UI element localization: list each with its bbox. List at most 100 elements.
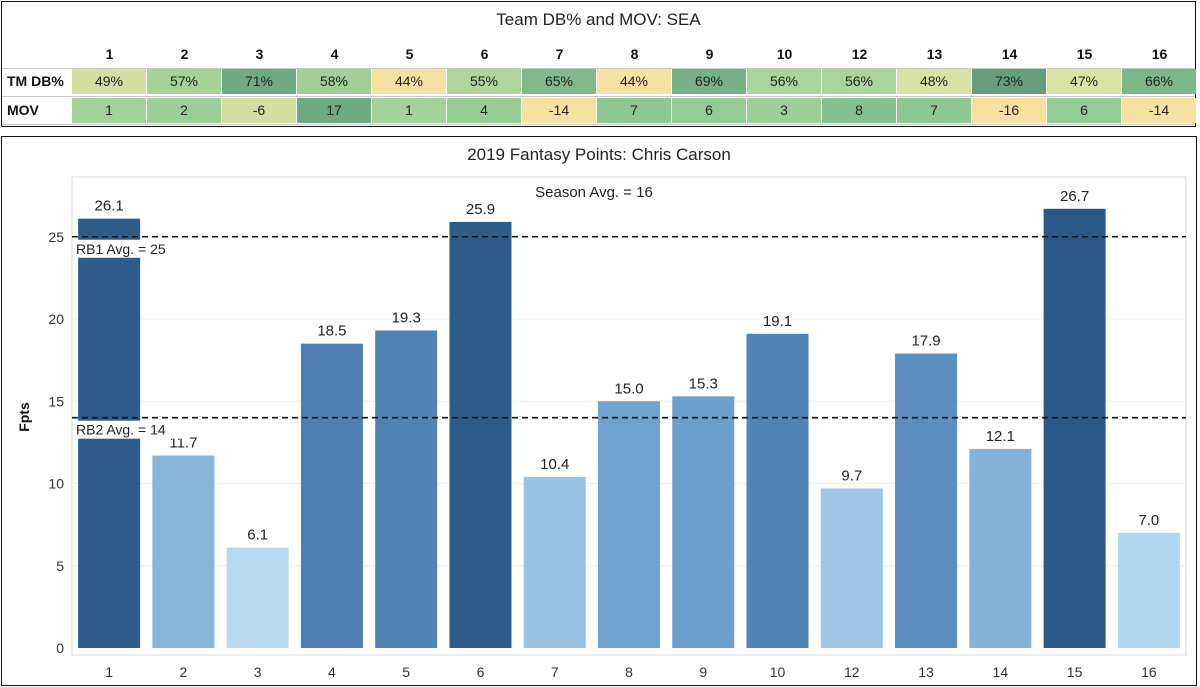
table-cell: 7 [897,98,972,123]
chart-title: 2019 Fantasy Points: Chris Carson [467,145,731,164]
x-tick-label: 8 [625,664,633,680]
bar-value-label: 17.9 [911,333,940,350]
y-tick-label: 0 [56,640,64,656]
bar [1043,208,1106,648]
table-cell: 1 [72,98,147,123]
bar [820,488,883,648]
bar-value-label: 15.3 [689,375,718,392]
bar-value-label: 9.7 [841,467,862,484]
table-cell: 6 [1047,98,1122,123]
week-header: 1 [105,46,114,62]
row-divider [2,124,1195,125]
table-cell: 3 [747,98,822,123]
week-header: 13 [926,46,943,62]
bar [672,396,735,648]
x-tick-label: 6 [477,664,485,680]
table-cell: 65% [522,69,597,94]
table-cell: 66% [1122,69,1197,94]
week-header: 6 [480,46,489,62]
reference-label-bg [74,239,184,258]
table-cell: 57% [147,69,222,94]
x-tick-label: 14 [993,664,1009,680]
x-tick-label: 9 [699,664,707,680]
week-header: 8 [630,46,639,62]
table-cell: 6 [672,98,747,123]
y-tick-label: 25 [48,229,64,245]
week-header: 15 [1076,46,1093,62]
row-divider [2,96,1195,97]
table-cell: 56% [822,69,897,94]
week-header: 4 [330,46,339,62]
team-stats-panel: Team DB% and MOV: SEA 1 2 3 4 5 6 7 8 9 10 12 13 14 1… [1,1,1197,127]
y-tick-label: 5 [56,558,64,574]
table-cell: 56% [747,69,822,94]
x-tick-label: 13 [918,664,934,680]
bar [523,476,586,648]
bar [895,353,958,648]
table-cell: 58% [297,69,372,94]
x-tick-label: 4 [328,664,336,680]
x-tick-label: 15 [1067,664,1083,680]
week-header: 14 [1001,46,1018,62]
x-tick-label: 5 [402,664,410,680]
table-cell: -6 [222,98,297,123]
bar-value-label: 15.0 [614,380,643,397]
table-cell: 1 [372,98,447,123]
bar-value-label: 11.7 [169,435,197,452]
table-cell: 4 [447,98,522,123]
table-cell: -14 [522,98,597,123]
x-tick-label: 2 [180,664,188,680]
table-cell: 17 [297,98,372,123]
week-header: 5 [405,46,414,62]
bar [152,455,215,648]
bar [1117,532,1180,648]
table-cell: 7 [597,98,672,123]
y-tick-label: 20 [48,311,64,327]
table-cell: 44% [372,69,447,94]
reference-label-bg [74,420,184,439]
bar [746,333,809,648]
table-cell: 73% [972,69,1047,94]
table-cell: -14 [1122,98,1197,123]
x-tick-label: 3 [254,664,262,680]
season-average-label: Season Avg. = 16 [535,184,653,201]
fantasy-chart-panel: 2019 Fantasy Points: Chris Carson 0 5 10 15… [1,136,1197,686]
table-cell: 69% [672,69,747,94]
bar-value-label: 26.7 [1060,188,1089,205]
table-cell: 44% [597,69,672,94]
week-header: 16 [1151,46,1168,62]
x-tick-label: 7 [551,664,559,680]
x-tick-label: 16 [1141,664,1157,680]
bar [226,547,289,648]
table-cell: 49% [72,69,147,94]
table-cell: 8 [822,98,897,123]
bar [300,343,363,648]
bar [598,401,660,648]
bar-value-label: 18.5 [317,323,346,340]
week-header: 9 [705,46,714,62]
y-tick-label: 15 [48,393,64,409]
bar-value-label: 12.1 [986,428,1015,445]
x-tick-label: 10 [770,664,786,680]
table-cell: 71% [222,69,297,94]
table-cell: -16 [972,98,1047,123]
bar-value-label: 10.4 [540,456,569,473]
row-label: MOV [7,102,39,118]
bar [449,221,512,648]
bar-value-label: 19.3 [392,310,421,327]
table-cell: 2 [147,98,222,123]
bar-value-label: 25.9 [466,201,495,218]
bar-value-label: 26.1 [95,198,124,215]
table-cell: 55% [447,69,522,94]
y-axis-label: Fpts [16,402,32,432]
week-header: 12 [851,46,868,62]
bar [969,448,1032,648]
week-header: 2 [180,46,189,62]
bar-value-label: 19.1 [763,313,792,330]
x-tick-label: 12 [844,664,860,680]
bar-value-label: 6.1 [247,527,268,544]
x-tick-label: 1 [105,664,113,680]
reference-line-label: RB1 Avg. = 25 [76,241,166,257]
bar [375,330,438,648]
reference-line-label: RB2 Avg. = 14 [76,422,166,438]
